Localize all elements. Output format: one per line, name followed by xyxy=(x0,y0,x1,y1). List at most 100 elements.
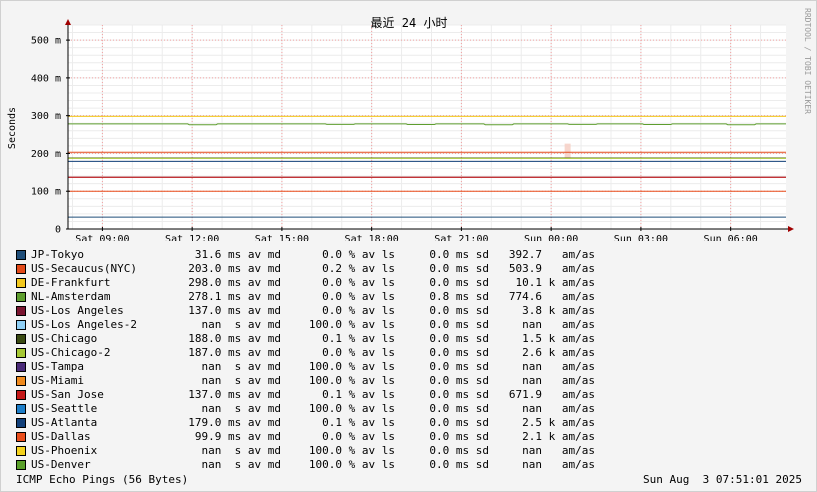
y-axis-label: Seconds xyxy=(7,107,18,149)
legend-name: US-Dallas xyxy=(31,430,91,443)
legend-name: US-Chicago xyxy=(31,332,98,345)
legend-loss: 100.0 % av ls xyxy=(308,402,395,415)
legend-avg: 137.0 ms av md xyxy=(188,304,281,317)
legend-swatch xyxy=(16,278,26,288)
legend-amas: 10.1 k am/as xyxy=(515,276,595,289)
legend-row: DE-Frankfurt 298.0 ms av md 0.0 % av ls 0.0… xyxy=(16,276,595,290)
legend-avg: 187.0 ms av md xyxy=(188,346,281,359)
legend-name: US-Atlanta xyxy=(31,416,98,429)
chart-title: 最近 24 小时 xyxy=(371,16,448,30)
x-tick-label: Sat 09:00 xyxy=(75,234,129,241)
legend-loss: 100.0 % av ls xyxy=(308,458,395,471)
legend-loss: 100.0 % av ls xyxy=(308,318,395,331)
legend-name: US-Seattle xyxy=(31,402,98,415)
legend-row: US-Miami nan s av md 100.0 % av ls 0.0 ms s… xyxy=(16,374,595,388)
series-line-nl-amsterdam xyxy=(68,123,786,126)
legend-swatch xyxy=(16,264,26,274)
legend-name: US-Secaucus(NYC) xyxy=(31,262,137,275)
legend-avg: nan s av md xyxy=(201,402,281,415)
legend-sd: 0.0 ms sd xyxy=(429,346,489,359)
legend-name: US-Phoenix xyxy=(31,444,98,457)
legend-row: US-Phoenix nan s av md 100.0 % av ls 0.0 ms… xyxy=(16,444,595,458)
x-tick-label: Sun 00:00 xyxy=(524,234,578,241)
x-tick-label: Sat 12:00 xyxy=(165,234,219,241)
y-tick-label: 200 m xyxy=(31,149,61,160)
legend-loss: 0.1 % av ls xyxy=(322,332,395,345)
legend-amas: nan am/as xyxy=(522,318,595,331)
legend-amas: nan am/as xyxy=(522,444,595,457)
legend-sd: 0.0 ms sd xyxy=(429,430,489,443)
legend-swatch xyxy=(16,320,26,330)
x-tick-label: Sat 15:00 xyxy=(255,234,309,241)
legend-name: US-Los Angeles xyxy=(31,304,124,317)
legend-sd: 0.0 ms sd xyxy=(429,276,489,289)
legend-sd: 0.8 ms sd xyxy=(429,290,489,303)
series-lines xyxy=(68,115,786,218)
legend-loss: 0.0 % av ls xyxy=(322,346,395,359)
legend-swatch xyxy=(16,334,26,344)
legend-loss: 0.0 % av ls xyxy=(322,276,395,289)
legend-sd: 0.0 ms sd xyxy=(429,444,489,457)
legend-amas: 774.6 am/as xyxy=(508,290,595,303)
legend-swatch xyxy=(16,432,26,442)
legend-amas: 1.5 k am/as xyxy=(522,332,595,345)
legend-sd: 0.0 ms sd xyxy=(429,416,489,429)
legend-swatch xyxy=(16,250,26,260)
chart-canvas: 0 100 m 200 m 300 m 400 m 500 m Sat 09:00 Sat 1… xyxy=(7,8,812,241)
legend-avg: 31.6 ms av md xyxy=(194,248,281,261)
legend-sd: 0.0 ms sd xyxy=(429,402,489,415)
y-tick-label: 0 xyxy=(55,225,61,236)
legend-row: US-Dallas 99.9 ms av md 0.0 % av ls 0.0 ms … xyxy=(16,430,595,444)
legend-avg: 99.9 ms av md xyxy=(194,430,281,443)
legend-amas: 671.9 am/as xyxy=(508,388,595,401)
legend-name: US-Los Angeles-2 xyxy=(31,318,137,331)
legend-name: US-San Jose xyxy=(31,388,104,401)
legend-sd: 0.0 ms sd xyxy=(429,458,489,471)
y-axis-arrow xyxy=(65,19,71,25)
grid xyxy=(68,24,786,229)
legend-amas: 2.1 k am/as xyxy=(522,430,595,443)
legend-loss: 100.0 % av ls xyxy=(308,444,395,457)
legend-row: US-Chicago 188.0 ms av md 0.1 % av ls 0.0 m… xyxy=(16,332,595,346)
legend-name: US-Denver xyxy=(31,458,91,471)
legend-row: US-Los Angeles 137.0 ms av md 0.0 % av ls 0… xyxy=(16,304,595,318)
loss-smoke-shading xyxy=(564,143,571,159)
legend-name: US-Tampa xyxy=(31,360,84,373)
y-tick-label: 100 m xyxy=(31,187,61,198)
legend-avg: 137.0 ms av md xyxy=(188,388,281,401)
y-tick-label: 500 m xyxy=(31,36,61,47)
legend-row: US-Seattle nan s av md 100.0 % av ls 0.0 ms… xyxy=(16,402,595,416)
legend-sd: 0.0 ms sd xyxy=(429,248,489,261)
legend-loss: 0.0 % av ls xyxy=(322,290,395,303)
legend-loss: 0.0 % av ls xyxy=(322,248,395,261)
legend-sd: 0.0 ms sd xyxy=(429,318,489,331)
legend-row: US-Secaucus(NYC) 203.0 ms av md 0.2 % av l… xyxy=(16,262,595,276)
legend-loss: 100.0 % av ls xyxy=(308,374,395,387)
legend-sd: 0.0 ms sd xyxy=(429,332,489,345)
legend-row: US-Denver nan s av md 100.0 % av ls 0.0 ms … xyxy=(16,458,595,472)
legend-row: US-San Jose 137.0 ms av md 0.1 % av ls 0.0 … xyxy=(16,388,595,402)
legend: JP-Tokyo 31.6 ms av md 0.0 % av ls 0.0 ms s… xyxy=(16,248,595,472)
legend-name: JP-Tokyo xyxy=(31,248,84,261)
legend-loss: 0.0 % av ls xyxy=(322,430,395,443)
footer-timestamp: Sun Aug 3 07:51:01 2025 xyxy=(643,473,802,486)
legend-avg: nan s av md xyxy=(201,360,281,373)
legend-avg: nan s av md xyxy=(201,374,281,387)
legend-name: DE-Frankfurt xyxy=(31,276,111,289)
legend-amas: nan am/as xyxy=(522,402,595,415)
legend-amas: nan am/as xyxy=(522,360,595,373)
x-tick-label: Sun 03:00 xyxy=(614,234,668,241)
legend-amas: nan am/as xyxy=(522,374,595,387)
axes: 0 100 m 200 m 300 m 400 m 500 m Sat 09:00 Sat 1… xyxy=(31,19,794,241)
x-tick-label: Sun 06:00 xyxy=(704,234,758,241)
legend-swatch xyxy=(16,460,26,470)
legend-amas: 2.5 k am/as xyxy=(522,416,595,429)
legend-avg: nan s av md xyxy=(201,318,281,331)
plot-area xyxy=(68,25,786,229)
legend-sd: 0.0 ms sd xyxy=(429,374,489,387)
legend-sd: 0.0 ms sd xyxy=(429,360,489,373)
legend-swatch xyxy=(16,404,26,414)
legend-sd: 0.0 ms sd xyxy=(429,304,489,317)
legend-row: JP-Tokyo 31.6 ms av md 0.0 % av ls 0.0 ms s… xyxy=(16,248,595,262)
